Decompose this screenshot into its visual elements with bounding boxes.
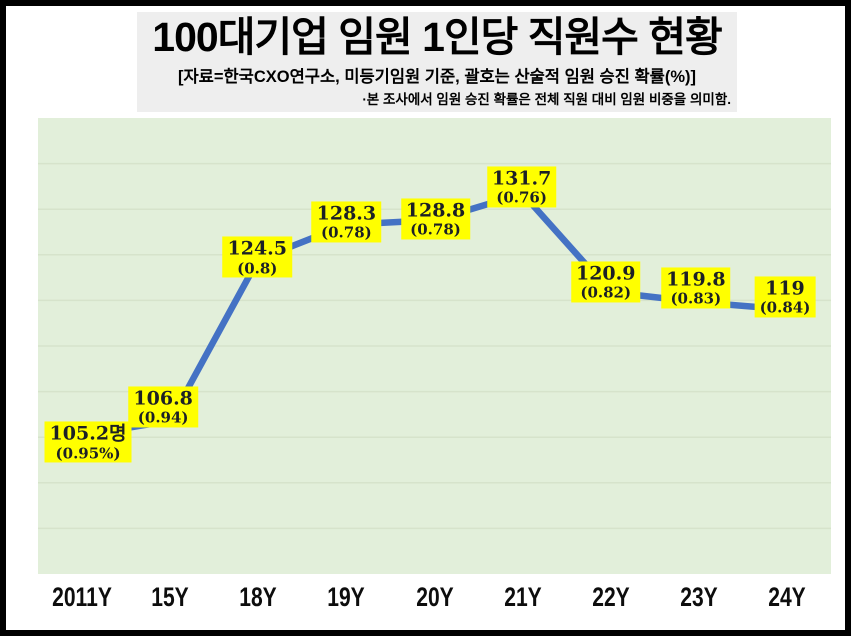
x-axis-label: 20Y xyxy=(415,582,454,612)
chart-title: 100대기업 임원 1인당 직원수 현황 xyxy=(152,14,722,60)
plot-area xyxy=(38,118,831,574)
x-axis-label: 2011Y xyxy=(52,582,112,612)
x-axis-label: 22Y xyxy=(591,582,630,612)
x-axis-label: 21Y xyxy=(503,582,542,612)
x-axis-label: 15Y xyxy=(151,582,189,612)
x-axis-label: 23Y xyxy=(680,582,718,612)
x-axis-label: 18Y xyxy=(239,582,277,612)
x-axis-label: 24Y xyxy=(768,582,806,612)
chart-subtitle: [자료=한국CXO연구소, 미등기임원 기준, 괄호는 산술적 임원 승진 확률… xyxy=(178,68,696,87)
title-block: 100대기업 임원 1인당 직원수 현황 [자료=한국CXO연구소, 미등기임원… xyxy=(137,12,737,113)
x-axis-label: 19Y xyxy=(327,582,366,612)
line-chart-svg xyxy=(38,118,831,574)
chart-footnote: ·본 조사에서 임원 승진 확률은 전체 직원 대비 임원 비중을 의미함. xyxy=(362,92,731,108)
